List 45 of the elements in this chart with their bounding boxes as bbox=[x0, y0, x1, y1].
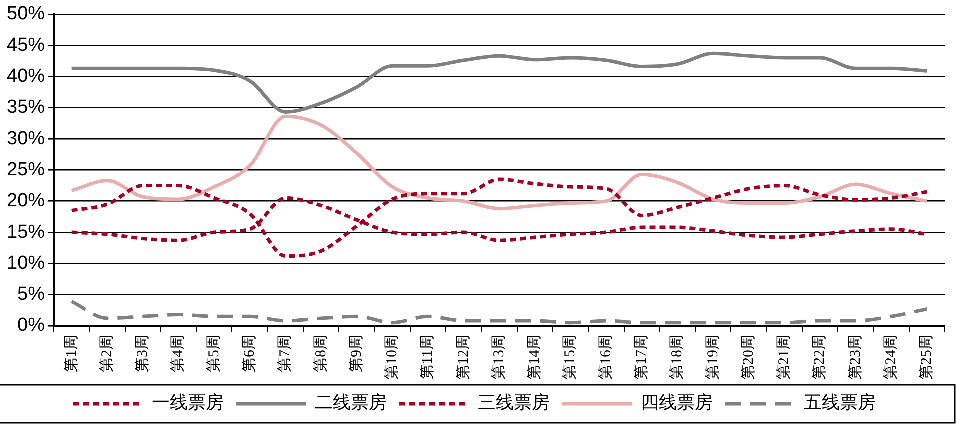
y-tick-label: 15% bbox=[6, 222, 46, 243]
x-tick-label: 第1周 bbox=[62, 335, 80, 372]
x-tick-label: 第24周 bbox=[882, 335, 900, 380]
y-tick-label: 25% bbox=[6, 159, 46, 180]
x-tick-label: 第8周 bbox=[312, 335, 330, 372]
y-tick-label: 10% bbox=[6, 252, 46, 274]
legend-label: 五线票房 bbox=[804, 392, 876, 413]
x-tick-label: 第22周 bbox=[811, 335, 828, 380]
line-series bbox=[70, 52, 929, 114]
x-tick-label: 第15周 bbox=[562, 335, 579, 380]
x-tick-label: 第10周 bbox=[384, 335, 401, 380]
x-tick-label: 第11周 bbox=[419, 335, 436, 380]
x-tick-label: 第2周 bbox=[98, 335, 116, 372]
x-tick-label: 第3周 bbox=[134, 335, 152, 372]
y-tick-label: 40% bbox=[6, 66, 46, 87]
line-series bbox=[70, 300, 929, 325]
y-tick-label: 35% bbox=[6, 97, 46, 118]
legend-label: 四线票房 bbox=[641, 392, 713, 413]
y-tick-label: 50% bbox=[6, 4, 46, 25]
x-tick-label: 第17周 bbox=[633, 335, 650, 380]
y-tick-label: 20% bbox=[6, 190, 46, 212]
legend-label: 二线票房 bbox=[315, 392, 387, 413]
x-tick-label: 第20周 bbox=[740, 335, 757, 380]
legend-label: 三线票房 bbox=[478, 392, 550, 413]
line-series bbox=[70, 178, 929, 258]
x-tick-label: 第6周 bbox=[240, 335, 258, 372]
x-tick-label: 第4周 bbox=[170, 335, 187, 372]
y-tick-label: 5% bbox=[18, 284, 46, 306]
x-tick-label: 第18周 bbox=[668, 335, 686, 380]
x-tick-label: 第12周 bbox=[454, 335, 472, 380]
legend-label: 一线票房 bbox=[152, 392, 224, 413]
x-tick-label: 第21周 bbox=[776, 335, 793, 380]
x-tick-label: 第7周 bbox=[276, 335, 294, 372]
line-series bbox=[70, 114, 929, 211]
x-tick-label: 第9周 bbox=[348, 335, 365, 372]
y-tick-label: 45% bbox=[6, 34, 46, 56]
y-tick-label: 0% bbox=[18, 315, 46, 336]
x-tick-label: 第13周 bbox=[490, 335, 508, 380]
y-tick-label: 30% bbox=[6, 128, 46, 150]
x-tick-label: 第19周 bbox=[704, 335, 722, 380]
x-tick-label: 第16周 bbox=[597, 335, 614, 380]
x-tick-label: 第23周 bbox=[846, 335, 864, 380]
x-tick-label: 第25周 bbox=[918, 335, 936, 380]
x-tick-label: 第14周 bbox=[526, 335, 544, 380]
x-tick-label: 第5周 bbox=[205, 335, 222, 372]
